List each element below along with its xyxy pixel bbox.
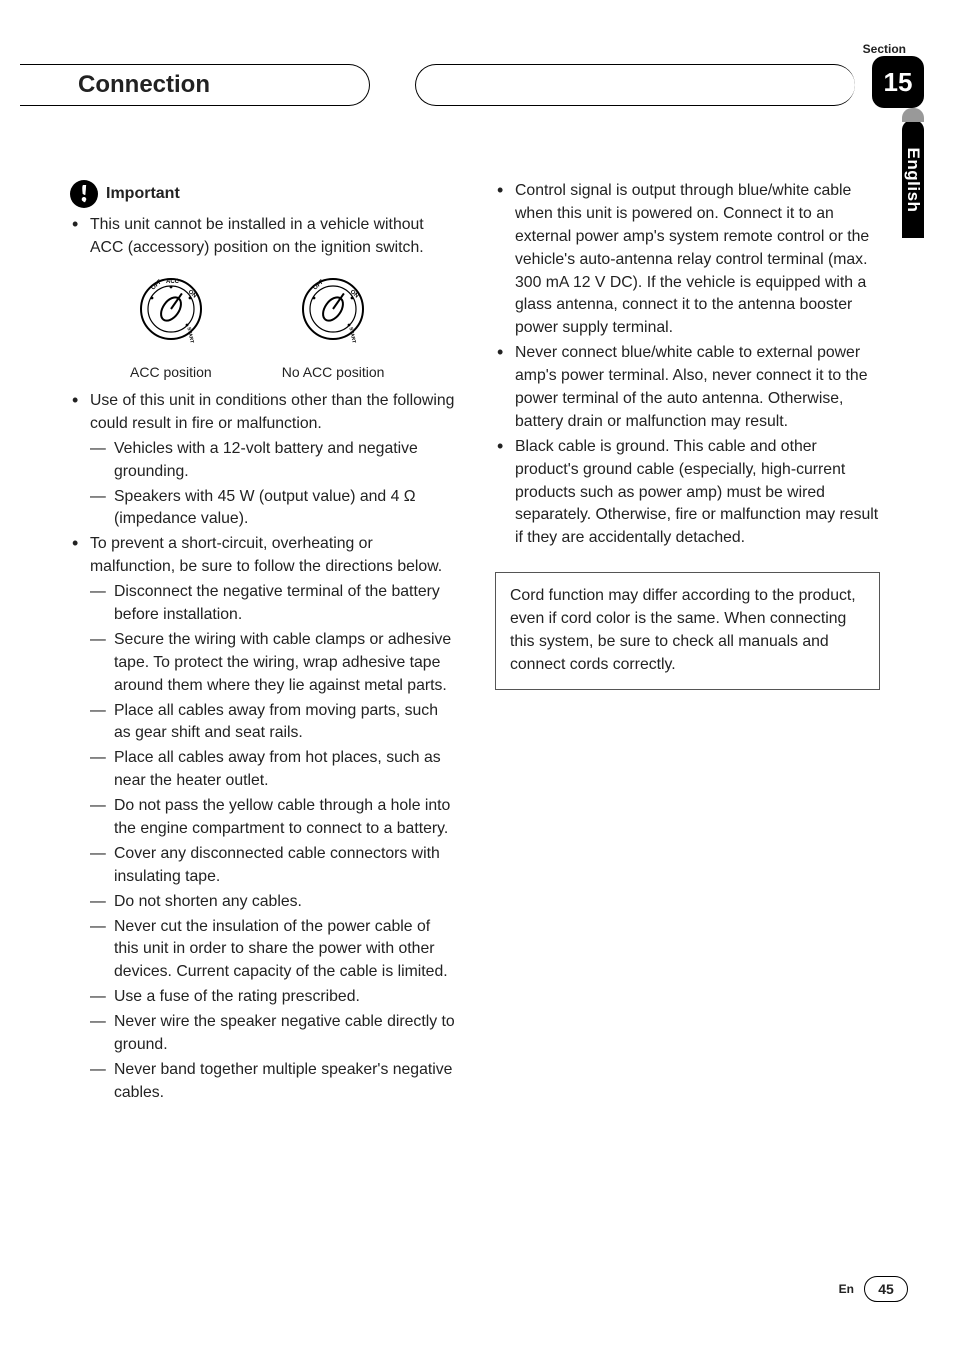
dash-item: Never cut the insulation of the power ca… [90, 916, 455, 985]
noacc-dial-block: OFF ON START No ACC position [282, 270, 385, 382]
bullet-text: To prevent a short-circuit, overheating … [90, 535, 442, 575]
dash-item: Do not shorten any cables. [90, 891, 455, 914]
noacc-dial-icon: OFF ON START [294, 270, 372, 348]
right-column: Control signal is output through blue/wh… [495, 180, 880, 1107]
section-label: Section [863, 42, 906, 56]
noacc-caption: No ACC position [282, 362, 385, 382]
dash-item: Speakers with 45 W (output value) and 4 … [90, 486, 455, 532]
content-area: Important This unit cannot be installed … [70, 180, 880, 1107]
dash-item: Do not pass the yellow cable through a h… [90, 795, 455, 841]
dash-item: Disconnect the negative terminal of the … [90, 581, 455, 627]
left-column: Important This unit cannot be installed … [70, 180, 455, 1107]
dash-item: Vehicles with a 12-volt battery and nega… [90, 438, 455, 484]
ignition-diagram-row: OFF ACC ON START ACC position [130, 270, 455, 382]
acc-caption: ACC position [130, 362, 212, 382]
header-divider [415, 64, 855, 106]
dash-item: Secure the wiring with cable clamps or a… [90, 629, 455, 698]
section-number-badge: 15 [872, 56, 924, 108]
left-bullet-list: This unit cannot be installed in a vehic… [70, 214, 455, 1105]
page-title: Connection [78, 71, 210, 99]
dash-list: Disconnect the negative terminal of the … [90, 581, 455, 1105]
bullet-text: This unit cannot be installed in a vehic… [90, 216, 424, 256]
bullet-item: To prevent a short-circuit, overheating … [70, 533, 455, 1104]
bullet-item: Never connect blue/white cable to extern… [495, 342, 880, 434]
bullet-item: This unit cannot be installed in a vehic… [70, 214, 455, 382]
dash-item: Place all cables away from hot places, s… [90, 747, 455, 793]
important-label: Important [106, 182, 180, 205]
dash-item: Never wire the speaker negative cable di… [90, 1011, 455, 1057]
important-heading: Important [70, 180, 455, 208]
svg-text:ACC: ACC [166, 279, 180, 285]
acc-dial-icon: OFF ACC ON START [132, 270, 210, 348]
dash-item: Place all cables away from moving parts,… [90, 700, 455, 746]
dash-item: Cover any disconnected cable connectors … [90, 843, 455, 889]
note-box: Cord function may differ according to th… [495, 572, 880, 690]
bullet-item: Black cable is ground. This cable and ot… [495, 436, 880, 550]
bullet-item: Control signal is output through blue/wh… [495, 180, 880, 340]
language-tab: English [902, 120, 924, 238]
language-tab-text: English [903, 148, 923, 213]
dash-item: Use a fuse of the rating prescribed. [90, 986, 455, 1009]
page-footer: En 45 [839, 1276, 908, 1302]
footer-lang: En [839, 1282, 854, 1296]
section-number: 15 [884, 67, 913, 98]
right-bullet-list: Control signal is output through blue/wh… [495, 180, 880, 550]
title-bubble: Connection [20, 64, 370, 106]
dash-item: Never band together multiple speaker's n… [90, 1059, 455, 1105]
acc-dial-block: OFF ACC ON START ACC position [130, 270, 212, 382]
footer-page-number: 45 [864, 1276, 908, 1302]
page-header: Section Connection 15 [0, 44, 954, 104]
bullet-item: Use of this unit in conditions other tha… [70, 390, 455, 531]
bullet-text: Use of this unit in conditions other tha… [90, 392, 454, 432]
exclamation-icon [70, 180, 98, 208]
dash-list: Vehicles with a 12-volt battery and nega… [90, 438, 455, 532]
